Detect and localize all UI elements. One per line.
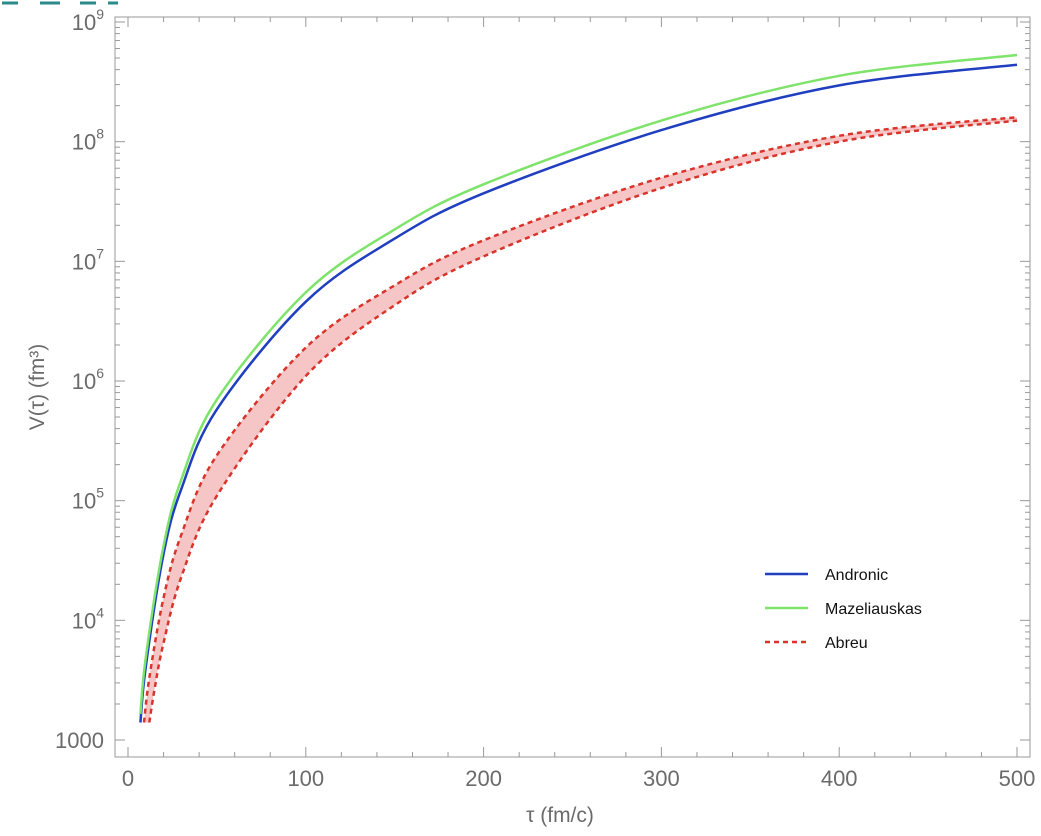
y-tick-label: 105 — [72, 485, 104, 514]
abreu-lower-line — [148, 119, 1018, 723]
plot-frame — [114, 16, 1031, 758]
legend-label-abreu: Abreu — [825, 635, 868, 652]
legend-label-mazeliauskas: Mazeliauskas — [825, 601, 922, 618]
x-tick-label: 100 — [287, 766, 324, 791]
y-tick-label: 107 — [72, 245, 104, 274]
legend: Andronic Mazeliauskas Abreu — [765, 567, 922, 652]
y-tick-label: 1000 — [55, 728, 104, 753]
x-tick-label: 400 — [821, 766, 858, 791]
mazeliauskas-line — [139, 53, 1018, 715]
andronic-line — [139, 63, 1018, 723]
x-tick-label: 500 — [999, 766, 1036, 791]
y-tick-label: 108 — [72, 126, 104, 155]
y-axis-label: V(τ) (fm³) — [26, 344, 49, 430]
y-tick-label: 109 — [72, 6, 104, 35]
ticks-layer — [115, 17, 1030, 757]
x-tick-label: 200 — [465, 766, 502, 791]
x-tick-label: 300 — [643, 766, 680, 791]
series-layer — [139, 53, 1018, 723]
y-tick-label: 106 — [72, 365, 104, 394]
x-tick-label: 0 — [122, 766, 134, 791]
y-tick-label: 104 — [72, 604, 104, 633]
abreu-upper-line — [142, 115, 1018, 723]
legend-label-andronic: Andronic — [825, 567, 888, 584]
labels-layer: 0 100 200 300 400 500 1000 104 105 106 107 108 109 — [55, 6, 1035, 791]
x-axis-label: τ (fm/c) — [526, 804, 594, 827]
